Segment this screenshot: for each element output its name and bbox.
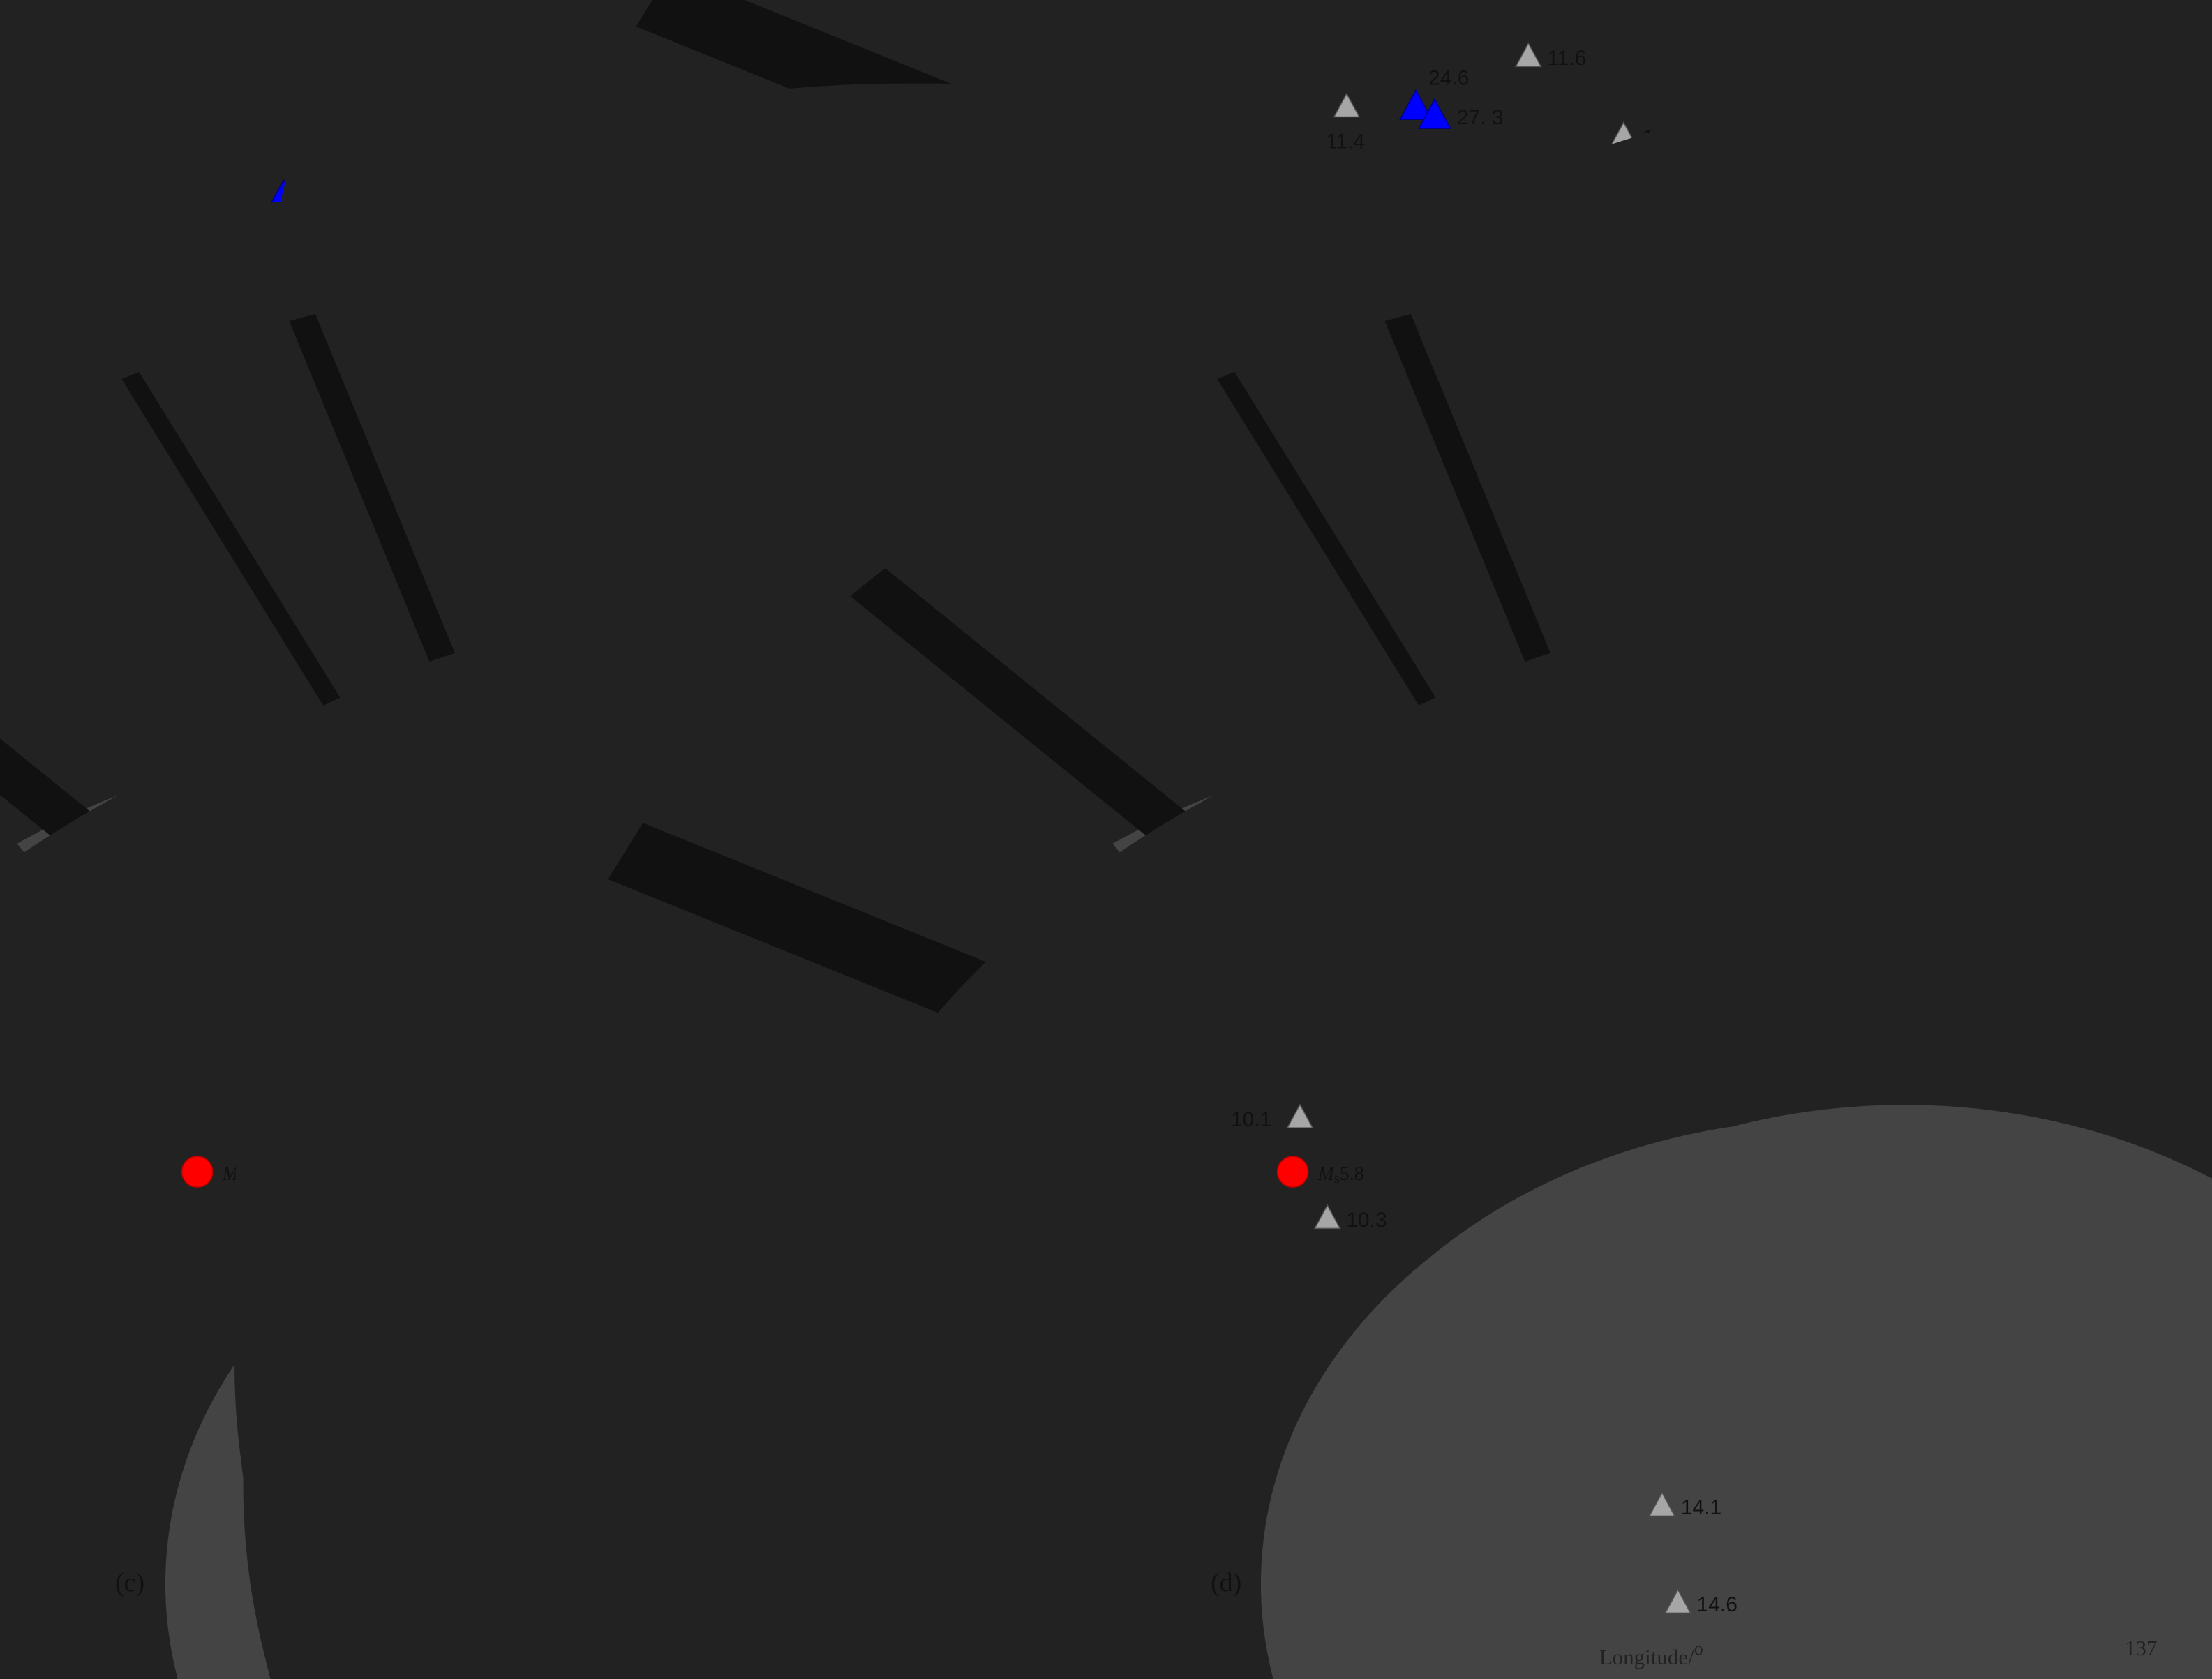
x-min-label: 70 E <box>1179 1636 1220 1660</box>
station-value-label: 11.6 <box>1547 47 1586 70</box>
station-marker-anomaly <box>1399 89 1433 121</box>
epicenter-marker <box>1276 1156 1309 1188</box>
epicenter-marker <box>181 1156 214 1188</box>
station-marker <box>1313 1204 1341 1230</box>
y-min-label: 15 N <box>28 1595 70 1620</box>
station-marker <box>1514 42 1542 68</box>
station-value-label: 10.1 <box>1231 1108 1271 1131</box>
x-max-label: 137 <box>2125 1636 2158 1660</box>
y-min-label: 15 N <box>1123 1595 1166 1620</box>
panel-label: (c) <box>115 1568 144 1597</box>
station-value-label: 10.3 <box>1346 1209 1387 1232</box>
station-marker <box>1664 1588 1691 1614</box>
station-marker <box>1333 92 1361 118</box>
station-marker-anomaly <box>1417 98 1452 129</box>
y-max-label: 55 <box>68 36 89 61</box>
y-max-label: 55 <box>43 889 65 913</box>
y-max-label: 55 <box>1139 889 1160 913</box>
station-marker <box>1648 1491 1676 1517</box>
panel-label: (d) <box>1211 1568 1241 1597</box>
y-max-label: 55 <box>1167 36 1188 61</box>
epicenter-magnitude-label: Ms5.8 <box>1317 1163 1364 1186</box>
station-value-label: 14.6 <box>1697 1593 1738 1616</box>
x-min-label: 70 E <box>84 1636 124 1660</box>
station-value-label: 27. 3 <box>1457 106 1504 129</box>
station-value-label: 14.1 <box>1681 1496 1721 1519</box>
station-marker <box>1286 1103 1314 1128</box>
station-value-label: 24.6 <box>1428 66 1469 89</box>
